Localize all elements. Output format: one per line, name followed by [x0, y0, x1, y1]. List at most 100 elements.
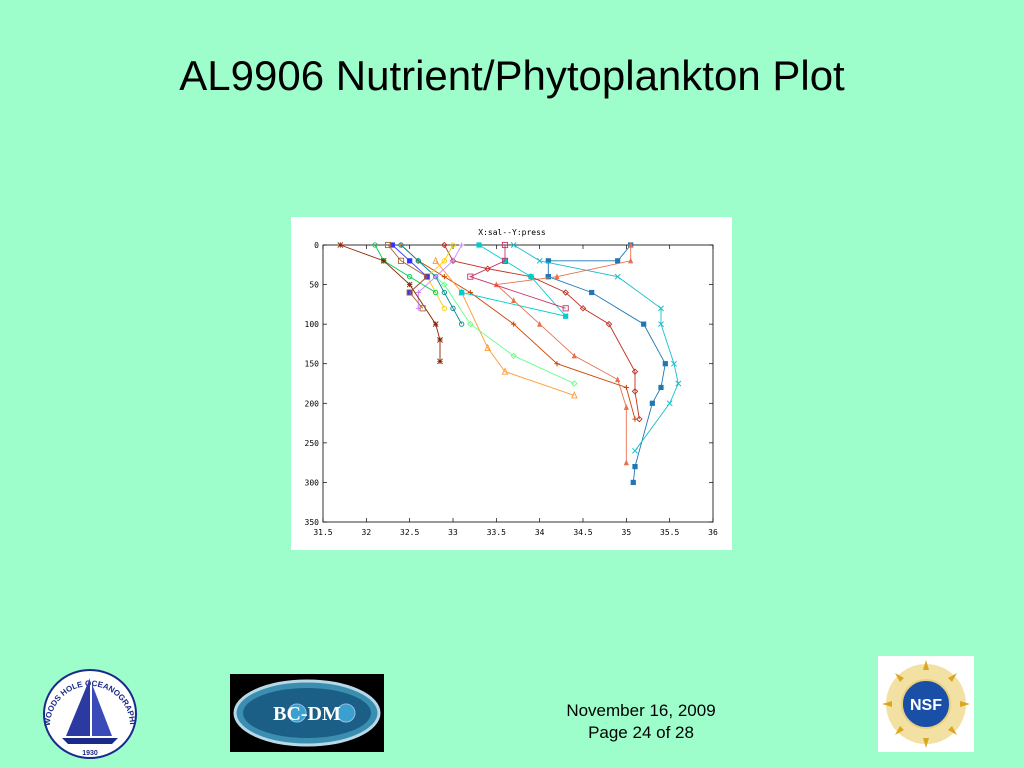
footer-page: Page 24 of 28	[588, 723, 694, 742]
data-point	[441, 274, 447, 280]
series-layer	[337, 241, 682, 486]
x-tick-label: 35.5	[660, 528, 679, 537]
data-point	[459, 242, 465, 248]
data-point	[501, 241, 509, 249]
data-point	[398, 242, 404, 248]
data-point	[407, 274, 413, 280]
series-line	[513, 244, 679, 452]
data-point	[511, 321, 517, 327]
data-point	[510, 352, 517, 360]
data-series	[398, 242, 638, 422]
data-point	[433, 274, 439, 280]
data-point	[406, 281, 413, 288]
x-tick-label: 36	[708, 528, 718, 537]
data-series	[545, 242, 668, 486]
data-point	[631, 388, 639, 395]
data-series	[459, 242, 569, 319]
data-point	[441, 241, 448, 249]
data-point	[511, 297, 517, 303]
data-point	[662, 361, 668, 367]
data-point	[632, 416, 638, 422]
x-tick-label: 34	[535, 528, 545, 537]
data-point	[389, 242, 395, 248]
data-point	[631, 368, 639, 375]
data-point	[562, 289, 569, 296]
y-tick-label: 150	[305, 360, 320, 369]
series-line	[387, 244, 428, 309]
data-point	[554, 273, 560, 280]
bco-dmo-logo-text: BC-DM	[273, 703, 341, 725]
y-tick-label: 300	[305, 478, 320, 487]
data-point	[623, 384, 629, 391]
data-point	[563, 313, 569, 319]
slide-title: AL9906 Nutrient/Phytoplankton Plot	[179, 52, 845, 99]
data-point	[571, 391, 578, 399]
data-point	[423, 273, 431, 280]
data-point	[459, 289, 465, 296]
x-tick-label: 31.5	[313, 528, 332, 537]
data-point	[441, 258, 447, 264]
data-point	[615, 258, 621, 264]
data-point	[337, 242, 344, 248]
whoi-logo: WOODS HOLE OCEANOGRAPHIC INSTITUTION 193…	[35, 657, 142, 760]
x-tick-label: 32	[362, 528, 372, 537]
data-point	[467, 273, 474, 280]
x-tick-label: 34.5	[573, 528, 592, 537]
data-point	[658, 305, 664, 312]
data-point	[630, 479, 636, 486]
data-point	[545, 258, 551, 264]
plot-frame: X:sal--Y:press 31.5 32 32.5 33 33.5 34 34.5 35 3…	[291, 217, 732, 550]
data-point	[628, 241, 634, 248]
salinity-pressure-chart: X:sal--Y:press 31.5 32 32.5 33 33.5 34 34.5 35 3…	[305, 228, 718, 537]
chart-title: X:sal--Y:press	[478, 228, 546, 237]
data-point	[537, 320, 543, 327]
data-point	[641, 321, 647, 327]
nsf-logo: NSF	[878, 656, 974, 752]
series-line	[443, 244, 640, 420]
data-point	[605, 320, 613, 328]
data-point	[649, 400, 655, 406]
data-series	[441, 241, 643, 423]
data-point	[467, 320, 474, 328]
data-point	[571, 352, 577, 359]
axes-layer: 31.5 32 32.5 33 33.5 34 34.5 35 35.5 36 0 50 100 150 2…	[305, 241, 718, 537]
data-point	[433, 289, 439, 296]
data-point	[571, 380, 578, 387]
data-point	[407, 258, 413, 264]
data-point	[432, 256, 439, 264]
data-point	[536, 257, 543, 264]
data-point	[397, 257, 405, 264]
data-point	[406, 289, 413, 296]
series-line	[461, 244, 567, 317]
data-point	[589, 289, 595, 296]
data-point	[441, 289, 447, 296]
y-tick-label: 250	[305, 439, 320, 448]
y-tick-label: 100	[305, 320, 320, 329]
data-point	[675, 380, 682, 387]
series-line	[374, 244, 436, 293]
data-point	[666, 400, 673, 407]
y-tick-label: 200	[305, 399, 320, 408]
data-point	[484, 343, 491, 351]
data-point	[579, 305, 587, 312]
data-series	[432, 256, 578, 399]
data-point	[636, 415, 643, 423]
series-line	[435, 260, 575, 396]
bco-dmo-logo: BC-DM	[230, 674, 384, 752]
y-tick-label: 350	[305, 518, 320, 527]
x-tick-label: 33	[448, 528, 458, 537]
data-point	[501, 367, 509, 375]
data-point	[441, 305, 447, 311]
x-tick-label: 33.5	[487, 528, 506, 537]
data-series	[337, 242, 443, 365]
series-line	[400, 244, 636, 420]
data-point	[658, 384, 664, 391]
data-point	[476, 242, 482, 248]
data-point	[459, 321, 465, 327]
data-point	[545, 274, 551, 280]
data-point	[432, 321, 439, 328]
data-point	[562, 305, 569, 312]
data-point	[623, 404, 629, 410]
nsf-logo-text: NSF	[910, 697, 942, 714]
data-point	[628, 257, 634, 264]
